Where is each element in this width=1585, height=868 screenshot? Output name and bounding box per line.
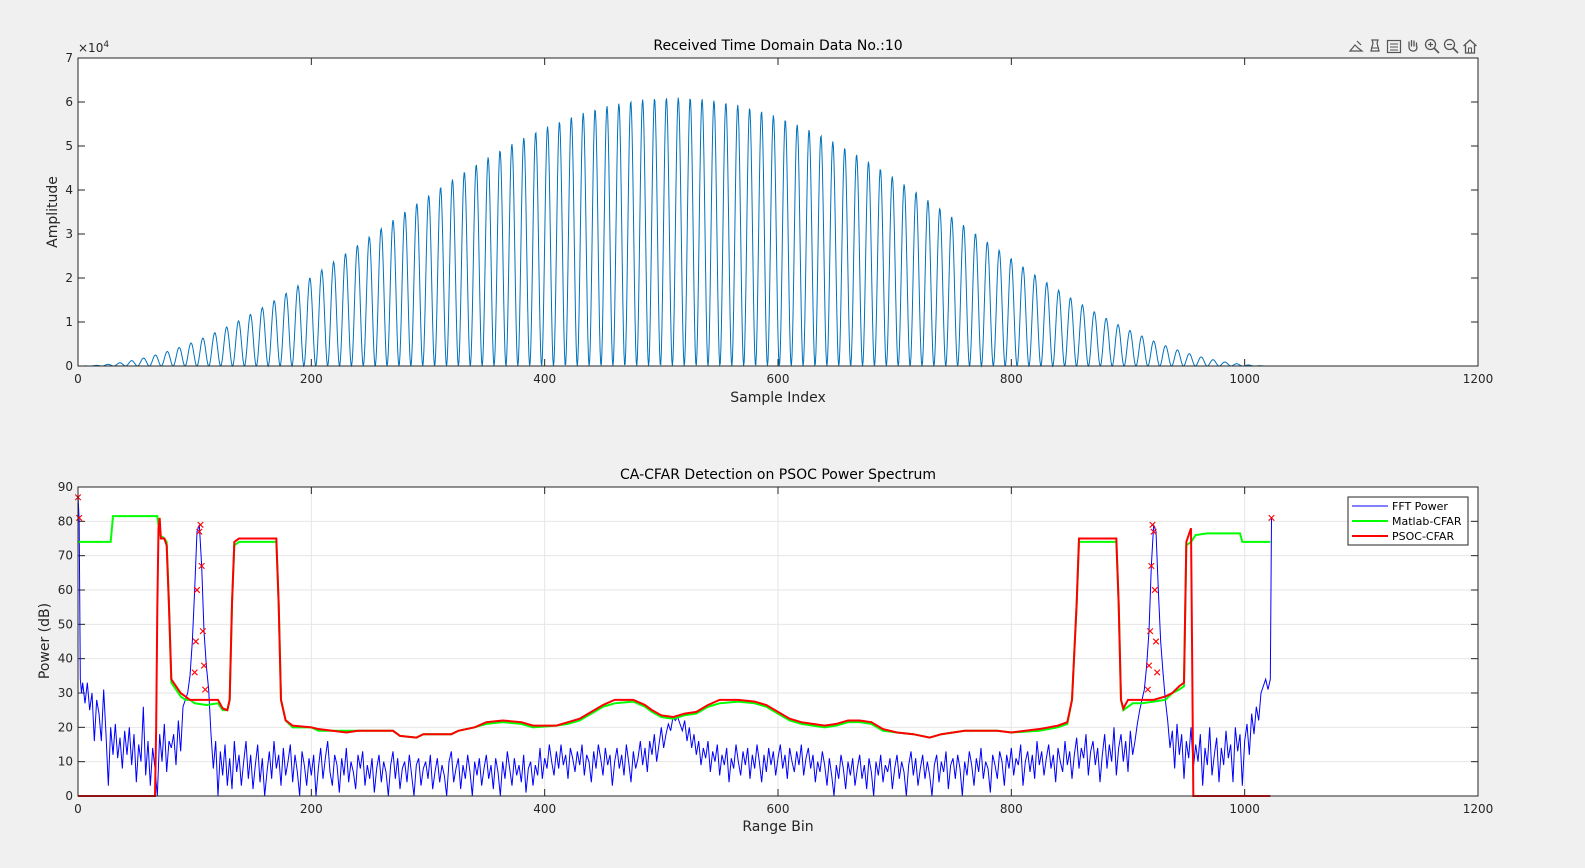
x-tick-label: 800	[1000, 372, 1023, 386]
zoom-out-icon[interactable]	[1443, 38, 1459, 54]
legend-label-fft: FFT Power	[1392, 500, 1448, 513]
x-tick-label: 1200	[1463, 372, 1494, 386]
time-domain-y-tick-labels: 0 1 2 3 4 5 6 7	[65, 51, 73, 373]
received-signal-line	[78, 97, 1273, 368]
detection-marker	[192, 638, 200, 645]
y-tick-label: 0	[65, 789, 73, 803]
x-tick-label: 600	[767, 372, 790, 386]
y-tick-label: 90	[58, 480, 73, 494]
x-tick-label: 200	[300, 372, 323, 386]
cfar-axes-box	[77, 486, 1479, 797]
y-axis-exponent-power: 4	[103, 40, 109, 50]
zoom-in-icon[interactable]	[1424, 38, 1440, 54]
time-domain-x-axis-title: Sample Index	[730, 390, 825, 406]
detection-marker	[1149, 521, 1156, 528]
detection-marker	[191, 669, 198, 676]
y-tick-label: 7	[65, 51, 73, 65]
detection-marker	[197, 521, 204, 528]
brush-icon[interactable]	[1348, 38, 1364, 54]
detection-markers	[74, 494, 1275, 693]
y-tick-label: 4	[65, 183, 73, 197]
pan-hand-icon[interactable]	[1405, 38, 1421, 54]
home-icon[interactable]	[1463, 39, 1477, 54]
detection-marker	[1150, 528, 1157, 535]
y-tick-label: 40	[58, 652, 73, 666]
legend-icon[interactable]	[1386, 39, 1402, 54]
time-domain-axes: 0 200 400 600 800 1000 1200 0 1 2 3 4 5 6 7 Received …	[45, 38, 1493, 406]
detection-marker	[1145, 662, 1153, 669]
x-tick-label: 1000	[1229, 802, 1260, 816]
cfar-x-axis-title: Range Bin	[742, 819, 813, 835]
x-tick-label: 800	[1000, 802, 1023, 816]
y-axis-exponent-base: ×10	[78, 41, 103, 55]
detection-marker	[75, 514, 83, 522]
y-tick-label: 10	[58, 755, 73, 769]
detection-marker	[1148, 562, 1155, 570]
time-domain-title: Received Time Domain Data No.:10	[653, 38, 902, 54]
x-tick-label: 1000	[1229, 372, 1260, 386]
detection-marker	[196, 528, 203, 535]
x-tick-label: 400	[533, 372, 556, 386]
x-tick-label: 0	[74, 802, 82, 816]
y-tick-label: 3	[65, 227, 73, 241]
y-tick-label: 6	[65, 95, 73, 109]
y-axis-exponent: ×104	[78, 40, 109, 55]
axes-toolbar	[1348, 38, 1477, 54]
cfar-axes: 0 200 400 600 800 1000 1200 0 10 20 30 40 50 60 70 80 9…	[37, 467, 1493, 835]
y-tick-label: 1	[65, 315, 73, 329]
detection-marker	[193, 586, 201, 594]
cfar-legend[interactable]: FFT Power Matlab-CFAR PSOC-CFAR	[1347, 496, 1469, 546]
detection-marker	[1152, 638, 1160, 645]
detection-marker	[1151, 586, 1159, 594]
detection-marker	[1144, 686, 1152, 693]
cfar-title: CA-CFAR Detection on PSOC Power Spectrum	[620, 467, 936, 483]
psoc-cfar-line	[78, 517, 1271, 797]
x-tick-label: 200	[300, 802, 323, 816]
detection-marker	[1146, 628, 1154, 635]
y-tick-label: 30	[58, 686, 73, 700]
x-tick-label: 400	[533, 802, 556, 816]
legend-label-psoc: PSOC-CFAR	[1392, 530, 1454, 543]
cfar-y-tick-labels: 0 10 20 30 40 50 60 70 80 90	[58, 480, 73, 803]
legend-label-matlab: Matlab-CFAR	[1392, 515, 1462, 528]
y-tick-label: 80	[58, 514, 73, 528]
x-tick-label: 0	[74, 372, 82, 386]
time-domain-axes-box	[77, 57, 1479, 367]
y-tick-label: 20	[58, 720, 73, 734]
time-domain-x-tick-labels: 0 200 400 600 800 1000 1200	[74, 372, 1493, 386]
data-tip-icon[interactable]	[1367, 38, 1383, 54]
cfar-y-axis-title: Power (dB)	[37, 603, 53, 679]
detection-marker	[200, 662, 208, 669]
x-tick-label: 600	[767, 802, 790, 816]
detection-marker	[1268, 514, 1275, 522]
cfar-x-tick-labels: 0 200 400 600 800 1000 1200	[74, 802, 1493, 816]
detection-marker	[1153, 669, 1161, 676]
time-domain-y-axis-title: Amplitude	[45, 176, 61, 248]
y-tick-label: 70	[58, 549, 73, 563]
detection-marker	[201, 686, 209, 693]
x-tick-label: 1200	[1463, 802, 1494, 816]
y-tick-label: 2	[65, 271, 73, 285]
detection-marker	[199, 628, 207, 635]
detection-marker	[198, 562, 205, 570]
y-tick-label: 60	[58, 583, 73, 597]
y-tick-label: 50	[58, 617, 73, 631]
y-tick-label: 5	[65, 139, 73, 153]
y-tick-label: 0	[65, 359, 73, 373]
